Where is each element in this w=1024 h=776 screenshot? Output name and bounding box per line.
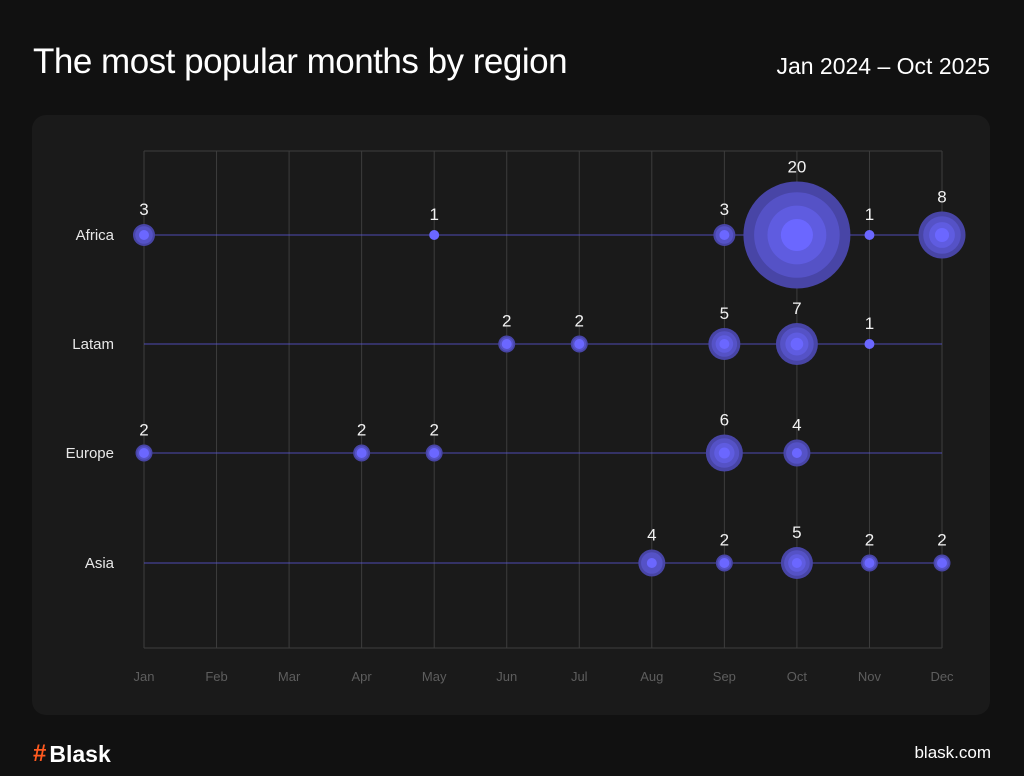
hash-logo-icon: # — [33, 740, 47, 767]
y-tick-label: Latam — [72, 336, 114, 353]
bubble-core — [501, 339, 512, 349]
data-label: 5 — [792, 523, 801, 542]
data-label: 3 — [139, 200, 148, 219]
bubble-core — [429, 448, 440, 458]
bubble-core — [574, 339, 585, 349]
x-tick-label: Jan — [134, 669, 155, 684]
data-label: 2 — [575, 312, 584, 331]
date-range: Jan 2024 – Oct 2025 — [776, 53, 990, 79]
data-label: 2 — [720, 531, 729, 550]
data-label: 1 — [429, 205, 438, 224]
bubble-core — [718, 447, 730, 459]
y-tick-label: Europe — [66, 445, 114, 462]
x-tick-label: Feb — [205, 669, 227, 684]
bubble-core — [719, 558, 730, 568]
bubble-core — [139, 230, 149, 240]
bubble-core — [934, 227, 950, 243]
x-tick-label: Sep — [713, 669, 736, 684]
data-label: 6 — [720, 411, 729, 430]
brand-name: Blask — [49, 740, 111, 767]
x-tick-label: Dec — [930, 669, 954, 684]
x-tick-label: May — [422, 669, 447, 684]
bubble-core — [719, 339, 730, 349]
data-label: 4 — [792, 416, 801, 435]
x-tick-label: Aug — [640, 669, 663, 684]
x-tick-label: Jun — [496, 669, 517, 684]
brand-logo: # Blask — [33, 740, 111, 768]
bubble-core — [937, 558, 947, 568]
y-tick-label: Africa — [76, 227, 115, 244]
x-tick-label: Jul — [571, 669, 588, 684]
bubble-core — [356, 448, 367, 458]
x-tick-label: Nov — [858, 669, 882, 684]
data-label: 2 — [937, 531, 946, 550]
data-label: 2 — [865, 531, 874, 550]
bubble-core — [646, 558, 657, 568]
site-url[interactable]: blask.com — [914, 743, 991, 762]
data-label: 2 — [139, 421, 148, 440]
y-tick-label: Asia — [85, 555, 115, 572]
bubble-core — [429, 230, 440, 240]
bubble-core — [791, 558, 802, 568]
bubble-core — [864, 339, 875, 349]
bubble-core — [719, 230, 730, 240]
data-label: 2 — [429, 421, 438, 440]
data-label: 2 — [502, 312, 511, 331]
x-tick-label: Mar — [278, 669, 301, 684]
bubble-core — [139, 448, 149, 458]
data-label: 3 — [720, 200, 729, 219]
bubble-core — [780, 218, 813, 252]
data-label: 1 — [865, 205, 874, 224]
data-label: 1 — [865, 314, 874, 333]
data-label: 2 — [357, 421, 366, 440]
x-tick-label: Oct — [787, 669, 808, 684]
bubble-core — [790, 337, 804, 351]
data-label: 7 — [792, 299, 801, 318]
bubble-core — [791, 448, 802, 458]
bubble-core — [864, 230, 875, 240]
bubble-core — [864, 558, 875, 568]
data-label: 20 — [787, 158, 806, 177]
data-label: 5 — [720, 304, 729, 323]
data-label: 8 — [937, 188, 946, 207]
x-tick-label: Apr — [352, 669, 373, 684]
data-label: 4 — [647, 526, 656, 545]
chart-title: The most popular months by region — [33, 42, 568, 81]
